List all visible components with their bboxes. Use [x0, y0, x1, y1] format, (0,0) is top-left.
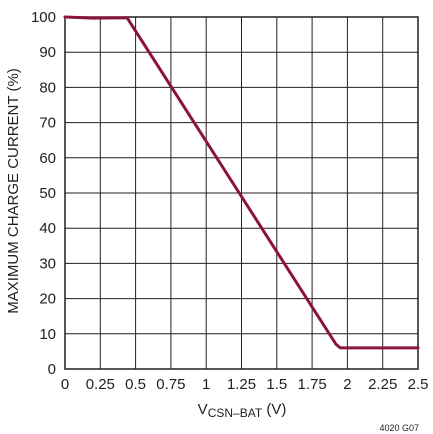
x-tick-label-2: 0.5 [125, 376, 146, 393]
x-tick-label-5: 1.25 [227, 376, 256, 393]
x-tick-labels: 0 0.25 0.5 0.75 1 1.25 1.5 1.75 2 2.25 2.5 [61, 376, 429, 393]
y-tick-label-2: 20 [39, 291, 56, 308]
plot-area-border [64, 16, 419, 370]
y-tick-label-9: 90 [39, 44, 56, 61]
plot-frame [64, 16, 419, 370]
y-tick-label-6: 60 [39, 150, 56, 167]
x-tick-label-0: 0 [61, 376, 69, 393]
x-tick-label-4: 1 [202, 376, 210, 393]
y-tick-label-5: 50 [39, 185, 56, 202]
series-group [63, 15, 420, 350]
y-tick-label-8: 80 [39, 79, 56, 96]
x-axis-title-unit: (V) [262, 401, 286, 418]
x-tick-label-7: 1.75 [297, 376, 326, 393]
x-tick-label-9: 2.25 [368, 376, 397, 393]
y-tick-label-4: 40 [39, 220, 56, 237]
y-axis-title: MAXIMUM CHARGE CURRENT (%) [5, 68, 22, 314]
x-tick-label-3: 0.75 [156, 376, 185, 393]
x-tick-label-1: 0.25 [86, 376, 115, 393]
x-axis-title-subscript: CSN–BAT [208, 406, 263, 420]
x-axis-title-main: V [198, 401, 208, 418]
x-tick-label-10: 2.5 [408, 376, 429, 393]
x-tick-label-6: 1.5 [266, 376, 287, 393]
figure-code: 4020 G07 [379, 423, 419, 433]
y-tick-label-0: 0 [48, 361, 56, 378]
y-tick-labels: 0 10 20 30 40 50 60 70 80 90 100 [31, 9, 56, 378]
y-tick-label-10: 100 [31, 9, 56, 26]
x-axis-title: VCSN–BAT (V) [198, 401, 287, 420]
grid [64, 16, 419, 370]
x-tick-label-8: 2 [343, 376, 351, 393]
y-tick-label-7: 70 [39, 115, 56, 132]
y-tick-label-3: 30 [39, 255, 56, 272]
series-line-0 [63, 15, 420, 350]
y-tick-label-1: 10 [39, 326, 56, 343]
